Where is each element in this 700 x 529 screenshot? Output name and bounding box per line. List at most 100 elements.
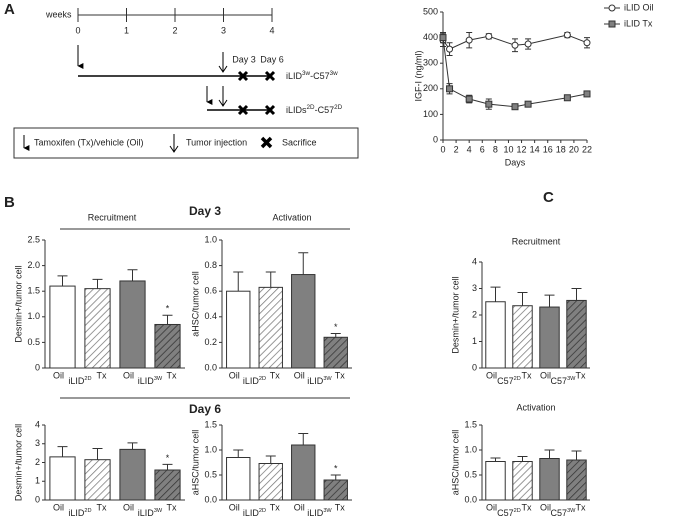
y-tick-label: 0.0 <box>204 494 217 504</box>
y-tick-label: 1.0 <box>204 444 217 454</box>
legend-label: iLID Oil <box>624 2 654 12</box>
bar <box>258 463 283 501</box>
point <box>524 100 532 108</box>
y-tick-label: 0.6 <box>204 286 217 296</box>
error-bar <box>162 314 173 325</box>
y-tick-label: 1.5 <box>204 419 217 429</box>
label-text: -C57 <box>315 105 335 115</box>
week-label: 4 <box>269 25 274 35</box>
panel-label: A <box>4 1 15 18</box>
chart-title: Recruitment <box>88 212 137 222</box>
legend-icon <box>169 145 179 153</box>
rich-label: iLID2D <box>243 508 266 518</box>
point <box>511 103 519 111</box>
rich-label: iLID2D <box>243 376 266 386</box>
label-text: iLID <box>138 376 155 386</box>
x-tick-label: Tx <box>522 370 532 380</box>
point <box>563 31 571 39</box>
label-text: iLID <box>286 71 303 81</box>
y-tick-label: 4 <box>472 256 477 266</box>
injection-arrow-head <box>218 65 228 73</box>
legend-text: Tumor injection <box>186 137 247 147</box>
legend-label: iLID Tx <box>624 18 653 28</box>
label-sup: 2D <box>259 508 266 514</box>
error-bar <box>517 291 528 306</box>
y-tick-label: 300 <box>423 58 438 68</box>
y-tick-label: 2 <box>472 309 477 319</box>
point <box>524 40 532 48</box>
x-tick-label: Oil <box>229 502 240 512</box>
rich-label: iLID3W <box>307 508 332 518</box>
label-sup: 3W <box>323 508 332 514</box>
significance: * <box>334 463 338 473</box>
label-sup: 2D <box>514 376 521 382</box>
y-tick-label: 3 <box>35 438 40 448</box>
y-tick-label: 0 <box>472 362 477 372</box>
error-bar <box>265 271 276 288</box>
significance: * <box>166 453 170 463</box>
point <box>485 100 493 108</box>
day-label: Day 3 <box>232 54 256 64</box>
week-label: 0 <box>75 25 80 35</box>
panel-label: C <box>543 189 554 206</box>
week-label: 2 <box>172 25 177 35</box>
error-bar <box>330 332 341 338</box>
rich-label: iLID2D <box>68 376 91 386</box>
label-text: -C57 <box>310 71 330 81</box>
point <box>465 95 473 103</box>
error-bar <box>544 294 555 308</box>
bar <box>119 448 146 501</box>
y-tick-label: 0 <box>433 134 438 144</box>
rich-label: iLIDs2D-C572D <box>286 104 343 115</box>
x-tick-label: 18 <box>556 144 566 154</box>
error-bar <box>490 457 501 462</box>
y-tick-label: 2.5 <box>27 234 40 244</box>
y-tick-label: 100 <box>423 109 438 119</box>
bar <box>512 461 533 501</box>
y-tick-label: 1.0 <box>204 234 217 244</box>
bar <box>154 469 181 501</box>
legend-marker <box>608 20 616 28</box>
chart-title: Activation <box>272 212 311 222</box>
x-tick-label: Oil <box>53 502 64 512</box>
point <box>446 85 454 93</box>
x-tick-label: Tx <box>576 502 586 512</box>
y-tick-label: 0 <box>35 494 40 504</box>
x-tick-label: Oil <box>486 370 497 380</box>
y-tick-label: 2 <box>35 457 40 467</box>
error-bar <box>544 449 555 459</box>
error-bar <box>233 271 244 292</box>
x-tick-label: Oil <box>540 502 551 512</box>
point <box>485 32 493 40</box>
day-label: Day 6 <box>260 54 284 64</box>
x-tick-label: 20 <box>569 144 579 154</box>
legend-box <box>13 127 359 159</box>
rich-label: C573W <box>551 508 577 518</box>
x-tick-label: 16 <box>543 144 553 154</box>
y-tick-label: 1.5 <box>27 286 40 296</box>
label-text: iLIDs <box>286 105 307 115</box>
point <box>583 39 591 47</box>
error-bar <box>162 463 173 470</box>
significance: * <box>334 322 338 332</box>
label-sup: 2D <box>334 104 343 111</box>
y-axis-label: IGF-I (ng/ml) <box>413 50 423 101</box>
x-tick-label: Oil <box>294 502 305 512</box>
y-tick-label: 3 <box>472 283 477 293</box>
legend-marker <box>608 4 616 12</box>
y-axis-label: aHSC/tumor cell <box>190 430 200 496</box>
label-text: iLID <box>68 508 85 518</box>
rich-label: iLID2D <box>68 508 91 518</box>
bar <box>49 285 76 369</box>
error-bar <box>233 449 244 458</box>
x-tick-label: 8 <box>493 144 498 154</box>
label-text: iLID <box>68 376 85 386</box>
y-axis-label: Desmin+/tumor cell <box>13 424 23 501</box>
x-tick-label: Tx <box>270 502 280 512</box>
rich-label: C572D <box>497 508 521 518</box>
label-text: iLID <box>307 508 324 518</box>
bar <box>539 306 560 369</box>
x-tick-label: 12 <box>517 144 527 154</box>
